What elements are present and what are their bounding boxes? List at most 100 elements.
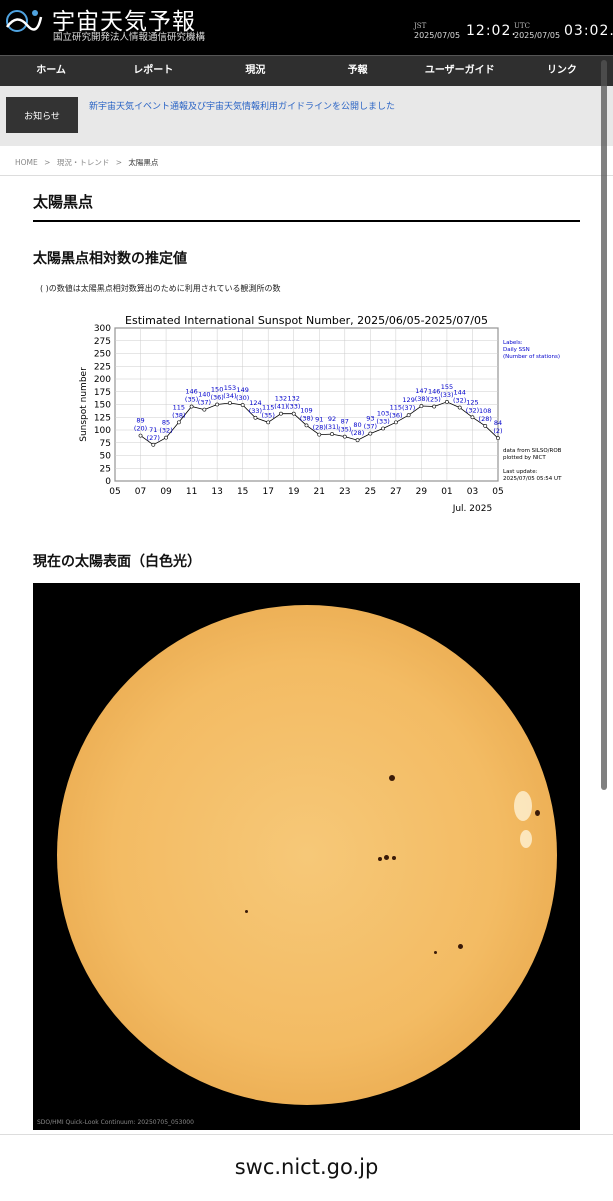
data-label-stations: (34) (223, 392, 236, 400)
side-note: Last update: (503, 469, 538, 475)
data-label-value: 146 (428, 388, 440, 396)
nav-links[interactable]: リンク (546, 65, 577, 76)
sun-image[interactable]: SDO/HMI Quick-Look Continuum: 20250705_0… (33, 583, 580, 1130)
data-point (419, 404, 424, 408)
data-label-stations: (32) (159, 427, 172, 435)
notice-link[interactable]: 新宇宙天気イベント通報及び宇宙天気情報利用ガイドラインを公開しました (89, 102, 396, 112)
x-tick-label: 23 (339, 487, 350, 497)
data-label-value: 115 (262, 403, 274, 411)
data-label-value: 149 (236, 386, 248, 394)
data-label-value: 80 (353, 421, 361, 429)
nict-logo-icon[interactable] (5, 5, 43, 39)
main-nav: ホーム レポート 現況 予報 ユーザーガイド リンク (0, 55, 613, 86)
y-tick-label: 50 (100, 452, 112, 462)
legend-label: Labels: (503, 340, 523, 346)
data-point (138, 433, 143, 438)
y-tick-label: 200 (94, 375, 111, 385)
footer-url[interactable]: swc.nict.go.jp (234, 1155, 379, 1179)
data-point (406, 413, 411, 418)
data-point (330, 432, 334, 436)
jst-time: 12:02. (466, 23, 517, 39)
data-point (151, 442, 156, 447)
data-label-value: 129 (402, 396, 414, 404)
nav-forecast[interactable]: 予報 (347, 65, 368, 76)
data-point (457, 405, 462, 410)
notice-bar: お知らせ 新宇宙天気イベント通報及び宇宙天気情報利用ガイドラインを公開しました (0, 86, 613, 146)
breadcrumb-current: 太陽黒点 (128, 158, 159, 167)
x-tick-label: 01 (441, 487, 452, 497)
x-tick-label: 13 (211, 487, 222, 497)
data-label-stations: (2) (493, 427, 502, 435)
data-label-stations: (33) (440, 391, 453, 399)
data-point (393, 420, 398, 425)
y-tick-label: 225 (94, 362, 111, 372)
sunspot-chart: 0 25 50 75 100 125 150 175 200 225 250 275 300 05 07 09… (79, 314, 562, 514)
notice-button[interactable]: お知らせ (6, 97, 78, 133)
browser-footer: swc.nict.go.jp (0, 1134, 613, 1201)
legend-label: (Number of stations) (503, 354, 560, 360)
sunspot (458, 944, 463, 949)
data-point (164, 435, 168, 440)
data-label-value: 92 (328, 415, 336, 423)
side-note: data from SILSO/ROB (503, 448, 562, 454)
sunspot (384, 855, 389, 860)
y-tick-label: 275 (94, 337, 111, 347)
data-label-value: 93 (366, 415, 374, 423)
data-label-stations: (37) (198, 399, 211, 407)
data-point (368, 431, 373, 436)
y-tick-label: 300 (94, 324, 111, 334)
chart-title: Estimated International Sunspot Number, … (125, 314, 488, 327)
y-tick-label: 25 (100, 464, 111, 474)
x-tick-label: 27 (390, 487, 401, 497)
data-label-stations: (37) (402, 404, 415, 412)
data-label-value: 144 (453, 389, 465, 397)
breadcrumb-home[interactable]: HOME (15, 158, 38, 167)
x-tick-label: 09 (160, 487, 172, 497)
data-point (291, 411, 296, 416)
x-tick-label: 07 (135, 487, 146, 497)
sunspot (378, 857, 382, 861)
side-note: 2025/07/05 05:54 UT (503, 476, 562, 482)
data-label-stations: (31) (325, 423, 338, 431)
data-point (227, 401, 232, 405)
stations-note: ( )の数値は太陽黒点相対数算出のために利用されている観測所の数 (40, 284, 281, 293)
x-axis-label: Jul. 2025 (452, 504, 493, 514)
x-tick-label: 03 (467, 487, 478, 497)
data-label-value: 153 (224, 384, 236, 392)
nav-current[interactable]: 現況 (245, 65, 266, 76)
data-point (266, 420, 271, 425)
data-label-value: 85 (162, 419, 170, 427)
section-title-sun: 現在の太陽表面（白色光） (33, 554, 201, 570)
y-tick-label: 250 (94, 350, 111, 360)
x-tick-label: 11 (186, 487, 197, 497)
x-tick-label: 17 (262, 487, 273, 497)
data-label-stations: (28) (313, 424, 326, 432)
nav-home[interactable]: ホーム (36, 65, 66, 76)
data-label-value: 84 (494, 419, 502, 427)
data-point (240, 403, 245, 407)
utc-time: 03:02. (564, 23, 613, 39)
nav-user-guide[interactable]: ユーザーガイド (424, 65, 495, 76)
breadcrumb-trend[interactable]: 現況・トレンド (56, 158, 110, 167)
data-label-value: 108 (479, 407, 491, 415)
x-tick-label: 21 (314, 487, 325, 497)
scrollbar[interactable] (601, 60, 607, 790)
data-point (279, 411, 283, 416)
data-label-stations: (30) (236, 394, 249, 402)
data-label-value: 124 (249, 399, 261, 407)
legend-label: Daily SSN (503, 347, 530, 353)
site-title[interactable]: 宇宙天気予報 (52, 9, 196, 35)
site-header: 宇宙天気予報 国立研究開発法人情報通信研究機構 JST 2025/07/05 1… (0, 0, 613, 55)
data-point (470, 415, 475, 420)
data-label-stations: (33) (376, 417, 389, 425)
data-point (355, 438, 360, 443)
data-label-value: 125 (466, 398, 478, 406)
data-point (381, 426, 386, 431)
nav-report[interactable]: レポート (133, 65, 174, 76)
sunspot (389, 775, 395, 781)
data-label-stations: (38) (172, 411, 185, 419)
breadcrumb-separator: > (44, 158, 51, 167)
data-point (432, 404, 437, 409)
data-label-stations: (38) (300, 414, 313, 422)
data-point (253, 415, 258, 420)
